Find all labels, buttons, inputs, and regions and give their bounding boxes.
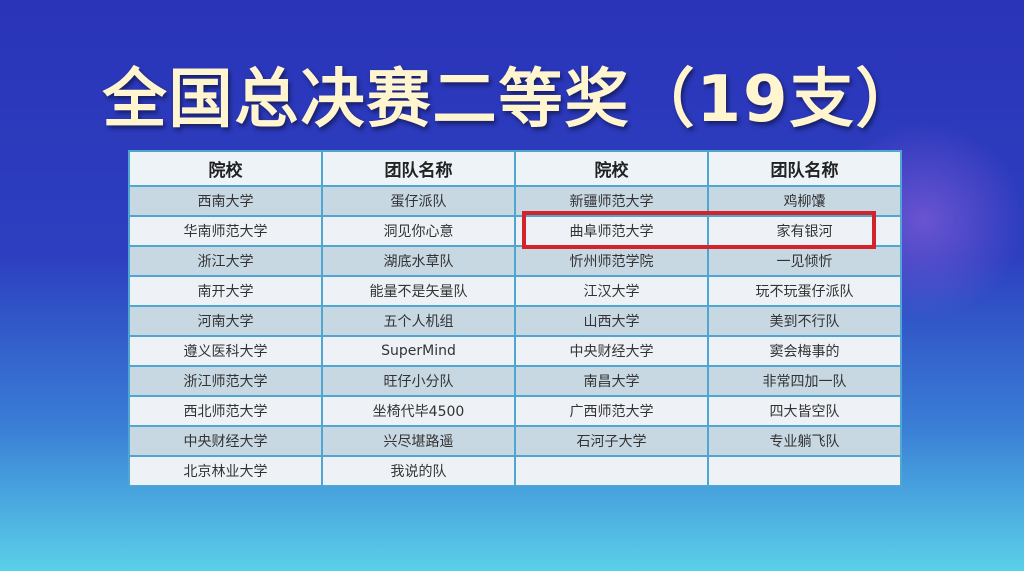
school-cell: 浙江师范大学 <box>128 365 323 397</box>
team-cell: 兴尽堪路遥 <box>321 425 516 457</box>
table-row: 南开大学 能量不是矢量队 江汉大学 玩不玩蛋仔派队 <box>128 275 902 307</box>
team-cell: 五个人机组 <box>321 305 516 337</box>
school-cell: 华南师范大学 <box>128 215 323 247</box>
school-cell: 石河子大学 <box>514 425 709 457</box>
school-cell: 遵义医科大学 <box>128 335 323 367</box>
slide-title: 全国总决赛二等奖（19支） <box>102 63 922 137</box>
team-cell: 蛋仔派队 <box>321 185 516 217</box>
school-cell: 江汉大学 <box>514 275 709 307</box>
school-cell: 中央财经大学 <box>128 425 323 457</box>
table-row: 浙江师范大学 旺仔小分队 南昌大学 非常四加一队 <box>128 365 902 397</box>
team-cell: 湖底水草队 <box>321 245 516 277</box>
team-cell: 旺仔小分队 <box>321 365 516 397</box>
team-cell: 一见倾忻 <box>707 245 902 277</box>
table-row: 河南大学 五个人机组 山西大学 美到不行队 <box>128 305 902 337</box>
header-school: 院校 <box>128 150 323 187</box>
table-row: 浙江大学 湖底水草队 忻州师范学院 一见倾忻 <box>128 245 902 277</box>
header-team: 团队名称 <box>707 150 902 187</box>
team-cell <box>707 455 902 487</box>
table-row: 华南师范大学 洞见你心意 曲阜师范大学 家有银河 <box>128 215 902 247</box>
school-cell: 南昌大学 <box>514 365 709 397</box>
team-cell: 非常四加一队 <box>707 365 902 397</box>
team-cell: 专业躺飞队 <box>707 425 902 457</box>
highlight-box <box>522 211 876 249</box>
team-cell: 洞见你心意 <box>321 215 516 247</box>
school-cell: 中央财经大学 <box>514 335 709 367</box>
school-cell: 广西师范大学 <box>514 395 709 427</box>
school-cell: 忻州师范学院 <box>514 245 709 277</box>
school-cell: 西北师范大学 <box>128 395 323 427</box>
school-cell: 河南大学 <box>128 305 323 337</box>
school-cell: 西南大学 <box>128 185 323 217</box>
team-cell: 四大皆空队 <box>707 395 902 427</box>
team-cell: SuperMind <box>321 335 516 367</box>
school-cell <box>514 455 709 487</box>
header-team: 团队名称 <box>321 150 516 187</box>
team-cell: 玩不玩蛋仔派队 <box>707 275 902 307</box>
school-cell: 南开大学 <box>128 275 323 307</box>
header-school: 院校 <box>514 150 709 187</box>
team-cell: 能量不是矢量队 <box>321 275 516 307</box>
team-cell: 坐椅代毕4500 <box>321 395 516 427</box>
team-cell: 窦会梅事的 <box>707 335 902 367</box>
team-cell: 家有银河 <box>707 215 902 247</box>
school-cell: 北京林业大学 <box>128 455 323 487</box>
team-cell: 我说的队 <box>321 455 516 487</box>
table-row: 遵义医科大学 SuperMind 中央财经大学 窦会梅事的 <box>128 335 902 367</box>
award-table: 院校 团队名称 院校 团队名称 西南大学 蛋仔派队 新疆师范大学 鸡柳馕 华南师范大学洞… <box>128 150 902 487</box>
school-cell: 曲阜师范大学 <box>514 215 709 247</box>
team-cell: 美到不行队 <box>707 305 902 337</box>
school-cell: 山西大学 <box>514 305 709 337</box>
table-row: 中央财经大学 兴尽堪路遥 石河子大学 专业躺飞队 <box>128 425 902 457</box>
school-cell: 浙江大学 <box>128 245 323 277</box>
table-row: 北京林业大学 我说的队 <box>128 455 902 487</box>
table-header-row: 院校 团队名称 院校 团队名称 <box>128 150 902 187</box>
table-row: 西北师范大学 坐椅代毕4500 广西师范大学 四大皆空队 <box>128 395 902 427</box>
